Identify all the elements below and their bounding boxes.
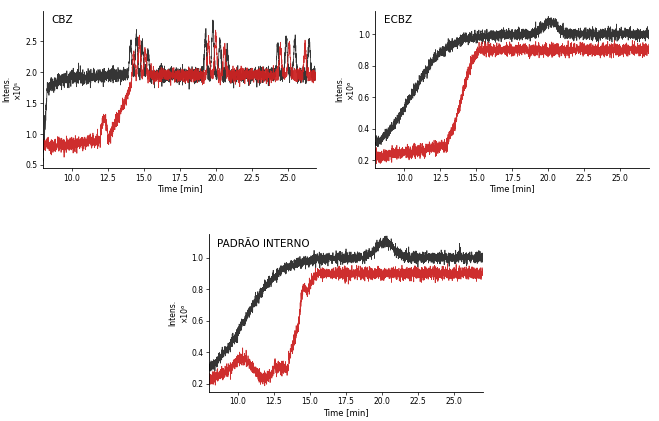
Y-axis label: Intens.
×10⁶: Intens. ×10⁶ <box>335 76 355 102</box>
Text: PADRÃO INTERNO: PADRÃO INTERNO <box>217 239 310 249</box>
X-axis label: Time [min]: Time [min] <box>490 184 535 194</box>
Text: ECBZ: ECBZ <box>384 15 412 25</box>
X-axis label: Time [min]: Time [min] <box>323 408 369 417</box>
X-axis label: Time [min]: Time [min] <box>157 184 202 194</box>
Y-axis label: Intens.
×10⁵: Intens. ×10⁵ <box>2 76 22 102</box>
Y-axis label: Intens.
×10⁶: Intens. ×10⁶ <box>169 300 188 326</box>
Text: CBZ: CBZ <box>51 15 72 25</box>
